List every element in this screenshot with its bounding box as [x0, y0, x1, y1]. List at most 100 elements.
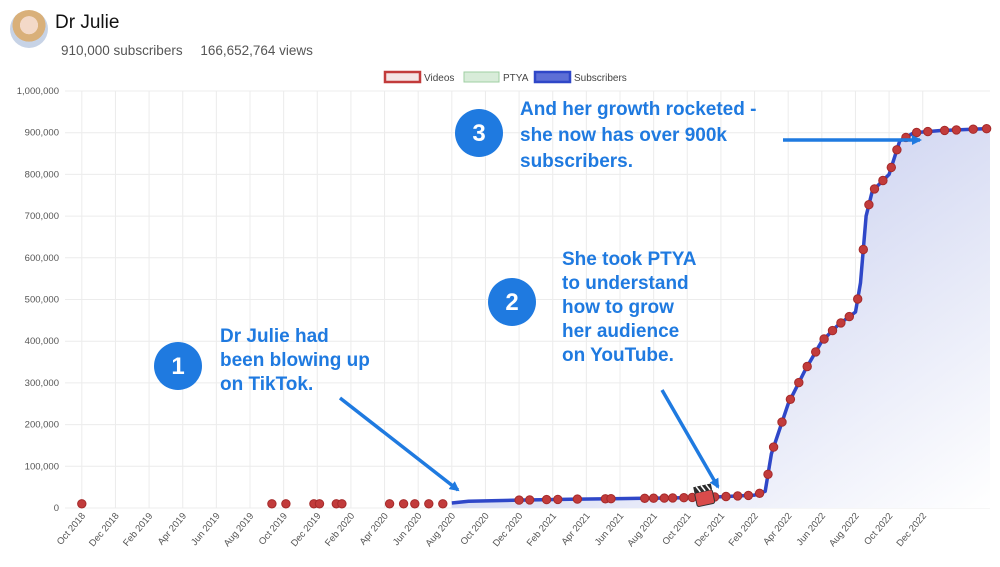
x-tick-label: Feb 2019 [121, 511, 155, 549]
x-tick-label: Jun 2020 [391, 511, 425, 548]
annotation-arrow [660, 389, 720, 489]
y-tick-label: 500,000 [25, 295, 59, 306]
channel-name: Dr Julie [55, 12, 120, 33]
annotation-number: 2 [505, 289, 518, 316]
video-marker [525, 495, 535, 505]
annotation-text: her audience [562, 321, 679, 342]
video-marker [794, 377, 804, 388]
annotation-text: to understand [562, 273, 689, 294]
ptya-clapper-stripes [695, 484, 711, 493]
legend-swatch [463, 71, 500, 83]
annotation-text: how to grow [562, 297, 674, 318]
video-marker [410, 499, 420, 509]
legend-label: Videos [424, 73, 454, 84]
video-marker [939, 125, 950, 136]
legend-label: PTYA [503, 73, 529, 84]
video-marker [337, 499, 347, 509]
video-marker [853, 294, 863, 304]
video-marker [648, 493, 659, 503]
video-marker [911, 127, 922, 138]
video-marker [886, 162, 896, 173]
annotation-text: She took PTYA [562, 249, 697, 270]
ptya-clapperboard-icon [693, 483, 716, 507]
video-marker [981, 124, 992, 134]
video-marker [721, 491, 731, 502]
x-tick-label: Apr 2020 [358, 511, 391, 548]
annotation-text: Dr Julie had [220, 326, 329, 347]
video-marker [438, 499, 448, 509]
x-tick-label: Apr 2019 [156, 511, 189, 548]
annotation-text: she now has over 900k [520, 125, 727, 146]
video-marker [281, 499, 291, 509]
legend-swatch [383, 70, 422, 84]
legend-swatch [533, 70, 572, 84]
video-marker [836, 318, 846, 328]
annotation-number: 3 [472, 120, 485, 147]
annotation-arrow [338, 396, 460, 492]
video-marker [858, 244, 868, 255]
video-marker [514, 495, 524, 505]
x-tick-label: Feb 2021 [525, 511, 559, 549]
y-tick-label: 600,000 [25, 253, 59, 264]
video-marker [844, 311, 854, 322]
x-tick-label: Feb 2022 [727, 511, 761, 549]
x-tick-label: Feb 2020 [323, 511, 357, 549]
video-marker [923, 126, 933, 137]
video-marker [777, 417, 787, 427]
annotation-text: been blowing up [220, 350, 370, 371]
x-tick-label: Oct 2020 [459, 511, 492, 548]
video-marker [864, 200, 874, 210]
video-marker [951, 125, 962, 135]
y-tick-label: 800,000 [25, 169, 59, 180]
video-marker [668, 493, 678, 503]
video-marker [869, 184, 880, 194]
video-marker [314, 499, 325, 509]
subscriber-count: 910,000 subscribers [61, 43, 183, 58]
video-marker [743, 490, 754, 501]
subscribers-area [451, 128, 990, 508]
video-marker [679, 493, 689, 503]
x-tick-label: Apr 2022 [761, 511, 794, 548]
annotation-badge [488, 278, 536, 326]
x-tick-label: Jun 2021 [593, 511, 627, 548]
x-tick-label: Jun 2022 [795, 511, 829, 548]
video-marker [541, 494, 552, 505]
x-tick-label: Aug 2022 [827, 511, 862, 549]
x-tick-label: Dec 2020 [491, 511, 526, 549]
annotation-text: on YouTube. [562, 345, 674, 366]
annotation-badge [154, 342, 202, 390]
video-marker [811, 347, 821, 357]
video-marker [553, 494, 563, 505]
x-tick-label: Dec 2019 [289, 511, 324, 549]
video-marker [754, 488, 765, 498]
video-marker [77, 499, 87, 509]
x-tick-label: Aug 2021 [625, 511, 660, 549]
y-tick-label: 1,000,000 [17, 86, 59, 97]
x-tick-label: Aug 2019 [222, 511, 257, 549]
legend-label: Subscribers [574, 73, 627, 84]
y-tick-label: 200,000 [25, 420, 59, 431]
video-marker [827, 325, 838, 336]
y-tick-label: 100,000 [25, 461, 59, 472]
video-marker [606, 494, 616, 504]
annotation-badge [455, 109, 503, 157]
channel-stats: 910,000 subscribers 166,652,764 views [61, 43, 327, 58]
video-marker [267, 499, 277, 509]
x-tick-label: Oct 2019 [257, 511, 290, 548]
video-marker [763, 469, 773, 479]
video-marker [572, 494, 583, 504]
video-marker [892, 145, 902, 155]
y-tick-label: 300,000 [25, 378, 59, 389]
x-tick-label: Jun 2019 [189, 511, 223, 548]
x-tick-label: Oct 2021 [660, 511, 693, 548]
x-tick-label: Oct 2018 [55, 511, 88, 548]
annotation-number: 1 [171, 353, 184, 380]
video-marker [785, 394, 796, 404]
video-marker [968, 124, 978, 134]
y-tick-label: 0 [54, 503, 59, 514]
video-marker [424, 499, 434, 509]
view-count: 166,652,764 views [200, 43, 313, 58]
video-marker [640, 493, 650, 503]
channel-avatar [10, 10, 48, 48]
